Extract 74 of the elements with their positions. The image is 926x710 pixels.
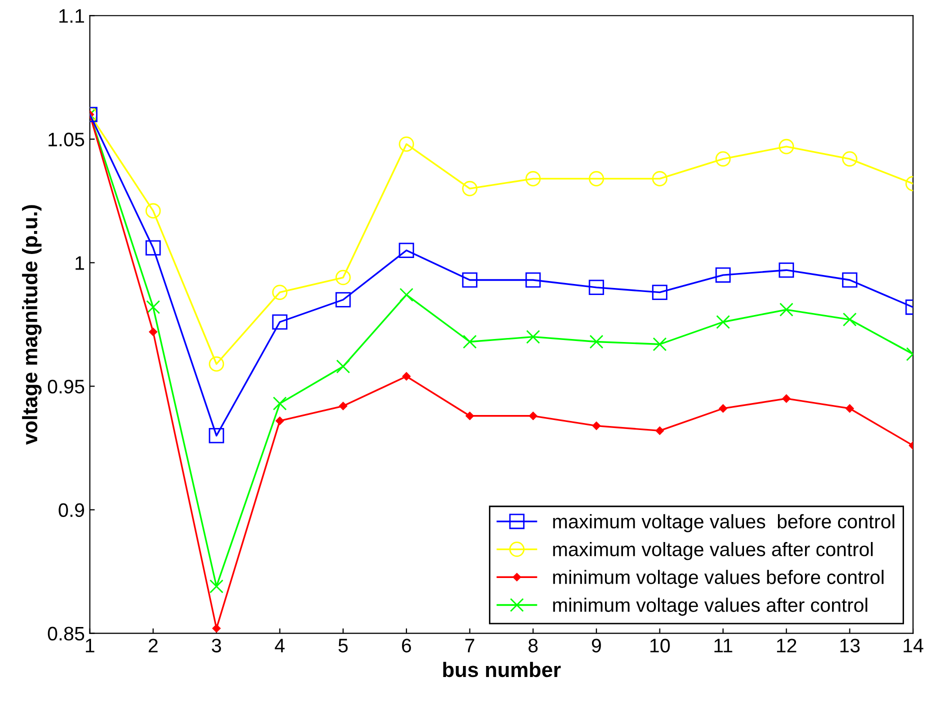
x-axis-title: bus number (443, 662, 561, 678)
point (525, 272, 541, 288)
point (466, 412, 474, 420)
y-tick-label: 0.9 (58, 503, 84, 518)
point (276, 416, 284, 425)
point (272, 396, 287, 410)
point (715, 267, 731, 283)
point (272, 284, 288, 300)
x-tick-label: 12 (777, 638, 796, 652)
point (336, 360, 350, 374)
point (589, 334, 604, 349)
x-tick-label: 11 (714, 638, 732, 652)
point (338, 402, 348, 410)
legend-label: maximum voltage values before control (553, 514, 894, 532)
point (398, 242, 414, 258)
point (716, 315, 730, 329)
point (398, 136, 414, 152)
point (212, 624, 221, 633)
point (588, 280, 604, 296)
x-tick-label: 7 (465, 638, 474, 652)
point (335, 270, 351, 286)
x-tick-label: 5 (338, 638, 348, 652)
point (402, 372, 411, 380)
legend-label: minimum voltage values after control (553, 598, 868, 616)
point (146, 300, 160, 314)
point (528, 412, 538, 420)
point (462, 272, 478, 288)
point (842, 312, 857, 326)
x-tick-label: 1 (86, 638, 94, 652)
x-tick-label: 2 (148, 638, 158, 652)
point (656, 426, 664, 435)
y-tick-label: 1.05 (48, 132, 84, 146)
point (718, 404, 728, 413)
point (272, 314, 288, 330)
point (462, 334, 477, 349)
point (846, 404, 854, 413)
x-tick-label: 4 (274, 638, 285, 652)
x-tick-label: 8 (528, 638, 538, 652)
point (778, 138, 794, 154)
legend-label: minimum voltage values before control (553, 570, 884, 588)
point (208, 428, 224, 444)
point (149, 328, 158, 336)
x-tick-label: 14 (904, 638, 924, 652)
point (715, 151, 731, 167)
point (782, 394, 791, 403)
point (842, 272, 858, 288)
y-tick-label: 1.1 (59, 9, 84, 23)
y-tick-label: 0.85 (48, 626, 84, 641)
y-axis-title: voltage magnitude (p.u.) (22, 205, 42, 445)
x-tick-label: 10 (650, 638, 670, 652)
point (778, 262, 794, 278)
point (210, 579, 224, 594)
x-tick-label: 9 (592, 638, 601, 652)
point (652, 284, 668, 300)
point (462, 180, 478, 196)
y-tick-label: 0.95 (48, 380, 84, 394)
point (588, 171, 604, 186)
legend-label: maximum voltage values after control (553, 542, 873, 560)
point (146, 240, 161, 256)
point (842, 151, 858, 167)
point (779, 302, 794, 317)
y-tick-label: 1 (76, 256, 84, 270)
point (400, 288, 414, 302)
point (208, 356, 224, 372)
point (335, 292, 351, 308)
point (146, 203, 161, 218)
x-tick-label: 6 (402, 638, 411, 652)
point (592, 422, 601, 430)
point (652, 337, 667, 352)
x-tick-label: 13 (840, 638, 860, 652)
point (526, 330, 540, 344)
x-tick-label: 3 (212, 638, 222, 652)
point (652, 171, 668, 186)
point (525, 171, 541, 186)
